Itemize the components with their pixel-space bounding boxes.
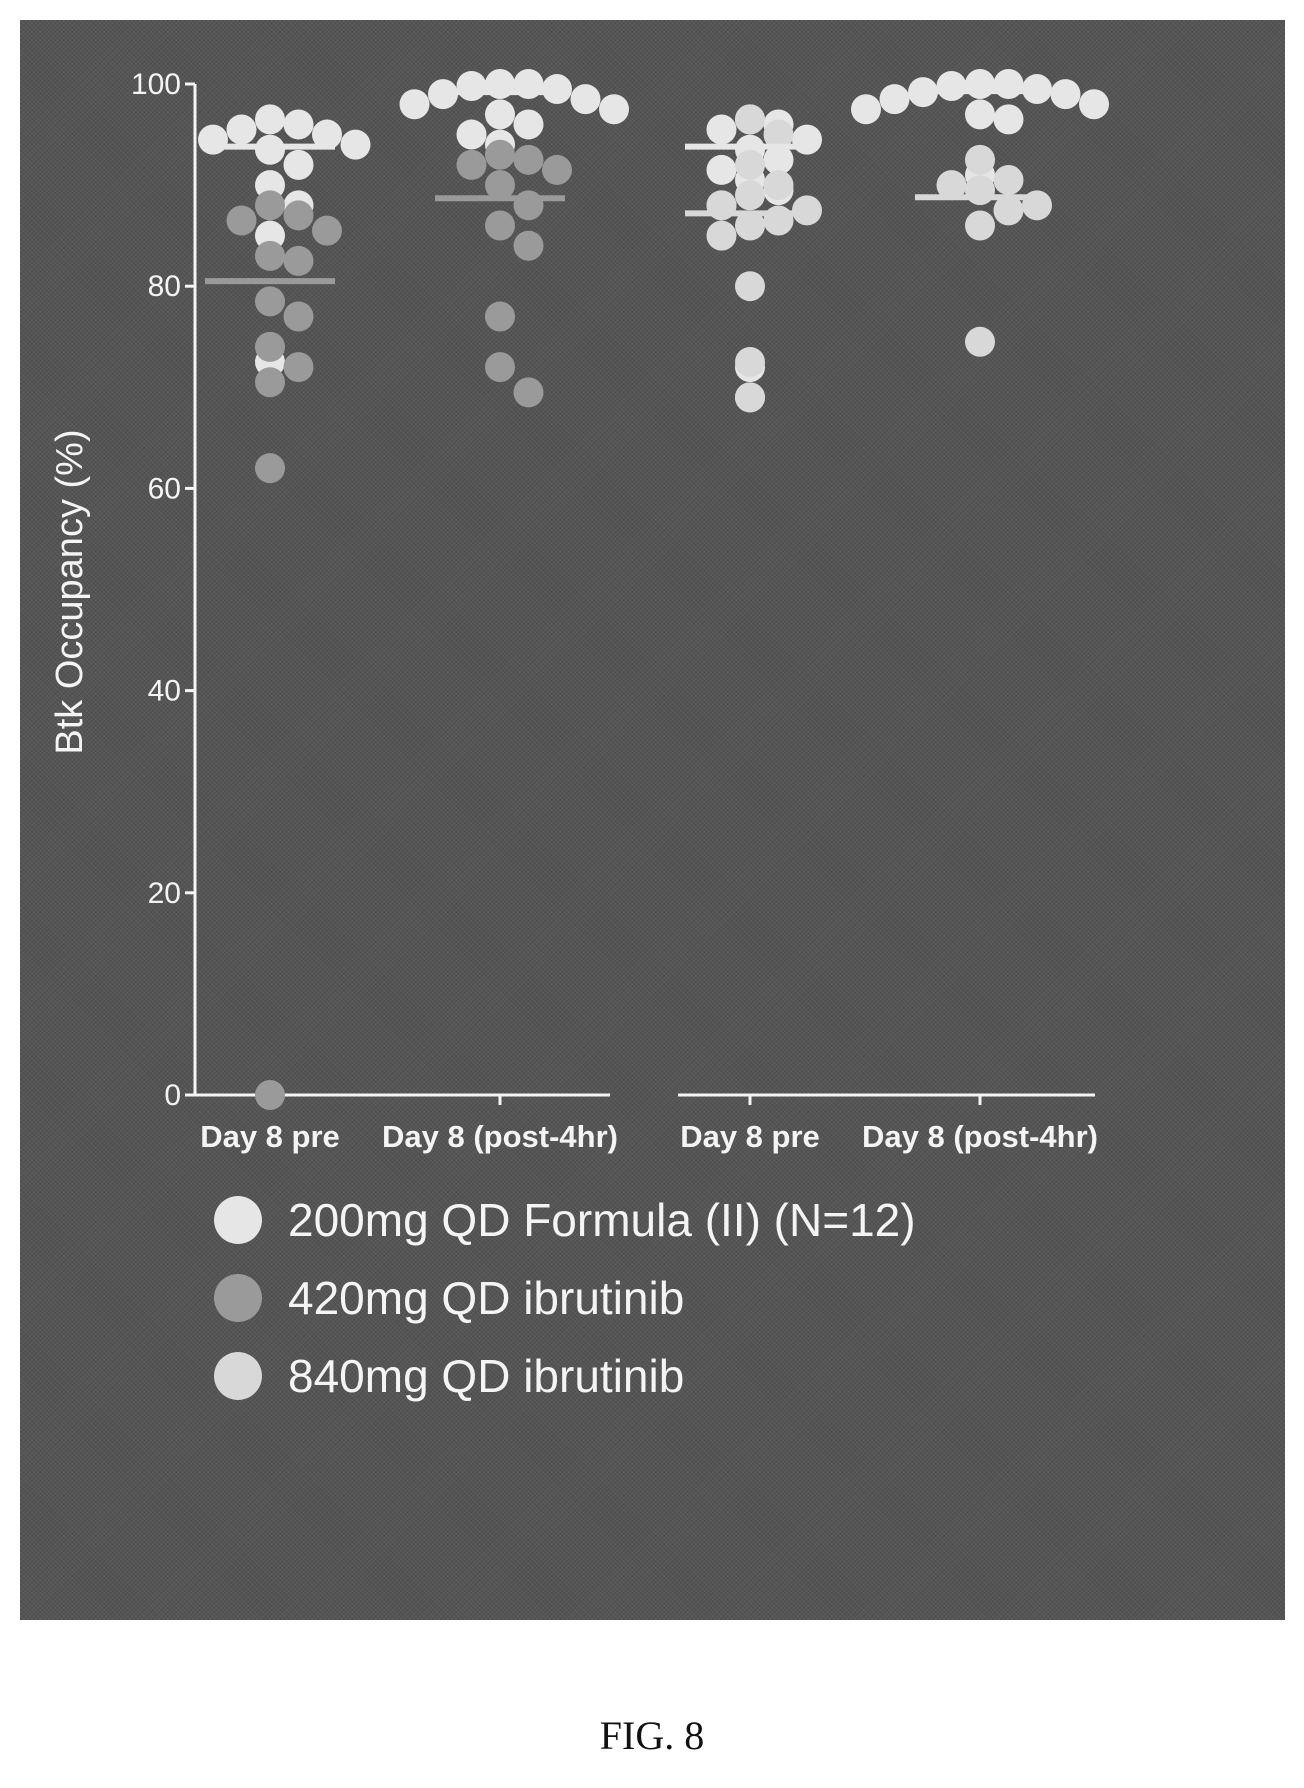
legend-label: 840mg QD ibrutinib [288, 1350, 684, 1402]
y-tick-label: 80 [148, 270, 181, 303]
data-point [485, 301, 515, 332]
data-point [965, 175, 995, 206]
data-point [792, 195, 822, 226]
data-point [283, 149, 314, 180]
data-point [735, 104, 765, 135]
legend: 200mg QD Formula (II) (N=12) 420mg QD ibr… [214, 1194, 916, 1402]
data-point [255, 286, 285, 317]
chart-panel: 0 20 40 60 80 100 Day 8 pre Day 8 (post-4hr) Day… [20, 20, 1285, 1620]
data-point [792, 124, 822, 155]
data-point [993, 165, 1024, 196]
data-point [763, 205, 794, 236]
data-point [735, 180, 765, 211]
data-point [283, 109, 314, 140]
data-point [513, 377, 544, 408]
data-point [283, 301, 314, 332]
y-tick-label: 20 [148, 877, 181, 910]
data-point [993, 69, 1024, 99]
data-point [706, 114, 737, 145]
y-tick-label: 60 [148, 472, 181, 505]
data-point [542, 74, 572, 105]
data-point [965, 69, 995, 99]
data-point [399, 89, 430, 120]
data-point [456, 149, 487, 180]
data-point [735, 347, 765, 378]
data-point [255, 240, 285, 271]
data-point [735, 271, 765, 302]
legend-marker [214, 1274, 262, 1322]
data-point [735, 382, 765, 413]
x-category-label: Day 8 pre [200, 1119, 340, 1154]
data-point [513, 144, 544, 175]
legend-label: 200mg QD Formula (II) (N=12) [288, 1194, 916, 1246]
data-point [763, 119, 794, 150]
y-tick-label: 40 [148, 675, 181, 708]
x-category-label: Day 8 pre [680, 1119, 820, 1154]
data-point [283, 245, 314, 276]
data-point [513, 109, 544, 140]
data-point [255, 367, 285, 398]
x-category-label: Day 8 (post-4hr) [862, 1119, 1098, 1154]
data-point [255, 1080, 285, 1110]
y-tick-label: 0 [164, 1079, 181, 1112]
legend-label: 420mg QD ibrutinib [288, 1272, 684, 1324]
data-point [312, 119, 342, 150]
data-point [735, 149, 765, 180]
data-point [255, 331, 285, 362]
data-point [456, 71, 487, 102]
data-point [763, 170, 794, 201]
btk-occupancy-chart: 0 20 40 60 80 100 Day 8 pre Day 8 (post-4hr) Day… [49, 68, 1109, 1402]
data-points [198, 69, 1109, 1110]
data-point [485, 210, 515, 241]
data-point [1079, 89, 1109, 120]
data-point [255, 134, 285, 165]
data-point [542, 154, 572, 185]
data-point [283, 352, 314, 383]
data-point [456, 119, 487, 150]
data-point [513, 230, 544, 261]
y-axis-label: Btk Occupancy (%) [49, 429, 91, 754]
data-point [993, 195, 1024, 226]
data-point [255, 104, 285, 135]
data-point [283, 200, 314, 231]
data-point [513, 190, 544, 221]
data-point [1050, 79, 1081, 110]
legend-marker [214, 1352, 262, 1400]
data-point [735, 210, 765, 241]
figure-label: FIG. 8 [599, 1713, 705, 1758]
data-point [226, 114, 257, 145]
data-point [340, 129, 371, 160]
data-point [485, 170, 515, 201]
data-point [936, 170, 967, 201]
y-tick-label: 100 [131, 68, 181, 101]
data-point [965, 144, 995, 175]
data-point [706, 154, 737, 185]
data-point [936, 71, 967, 102]
data-point [599, 94, 629, 125]
data-point [485, 352, 515, 383]
data-point [993, 104, 1024, 135]
data-point [851, 94, 881, 125]
data-point [312, 215, 342, 246]
legend-marker [214, 1196, 262, 1244]
data-point [198, 124, 228, 155]
data-point [226, 205, 257, 236]
x-category-label: Day 8 (post-4hr) [382, 1119, 618, 1154]
data-point [965, 210, 995, 241]
data-point [485, 99, 515, 130]
data-point [706, 220, 737, 251]
data-point [255, 453, 285, 484]
data-point [879, 84, 910, 115]
data-point [570, 84, 601, 115]
axes: 0 20 40 60 80 100 Day 8 pre Day 8 (post-4hr) Day… [131, 68, 1098, 1154]
data-point [255, 190, 285, 221]
data-point [965, 99, 995, 130]
mean-lines [205, 88, 1045, 285]
data-point [965, 326, 995, 357]
data-point [485, 139, 515, 170]
data-point [763, 144, 794, 175]
